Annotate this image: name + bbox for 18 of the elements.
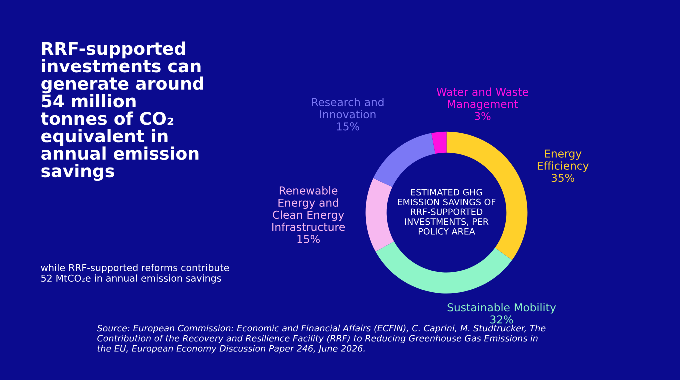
slice-label: Sustainable Mobility xyxy=(448,303,556,314)
donut-slice xyxy=(376,242,512,294)
slice-label: Energy Efficiency xyxy=(538,150,589,172)
text: RRF-supported investments can generate around 54 million tonnes of CO₂ equivalent in annual emission savings xyxy=(41,42,204,182)
data-label: 3% xyxy=(474,112,491,120)
data-label: 32% xyxy=(490,316,514,324)
donut-slice xyxy=(366,178,394,252)
source-note: Source: European Commission: Economic and Financial Affairs (ECFIN), C. Caprini, M. Studtrucker, The Contribution of the Recovery and Resilience Facility (RRF) to Reducing Greenhouse Gas Emissions in the EU, European Economy Discussion Paper 246, June 2026. xyxy=(97,324,546,354)
slice-label: Research and Innovation xyxy=(312,98,384,119)
slice-label: Water and Waste Management xyxy=(436,88,528,110)
slice-label: Renewable Energy and Clean Energy Infrastructure xyxy=(272,186,346,232)
donut-slice xyxy=(432,132,447,154)
data-label: 35% xyxy=(552,174,575,182)
text: ESTIMATED GHG EMISSION SAVINGS OF RRF-SUPPORTED INVESTMENTS, PER POLICY AREA xyxy=(398,189,496,235)
data-label: 15% xyxy=(337,122,360,131)
data-label: 15% xyxy=(298,235,320,244)
text: while RRF-supported reforms contribute 52 MtCO₂e in annual emission savings xyxy=(41,264,230,284)
donut-slice xyxy=(374,133,436,188)
